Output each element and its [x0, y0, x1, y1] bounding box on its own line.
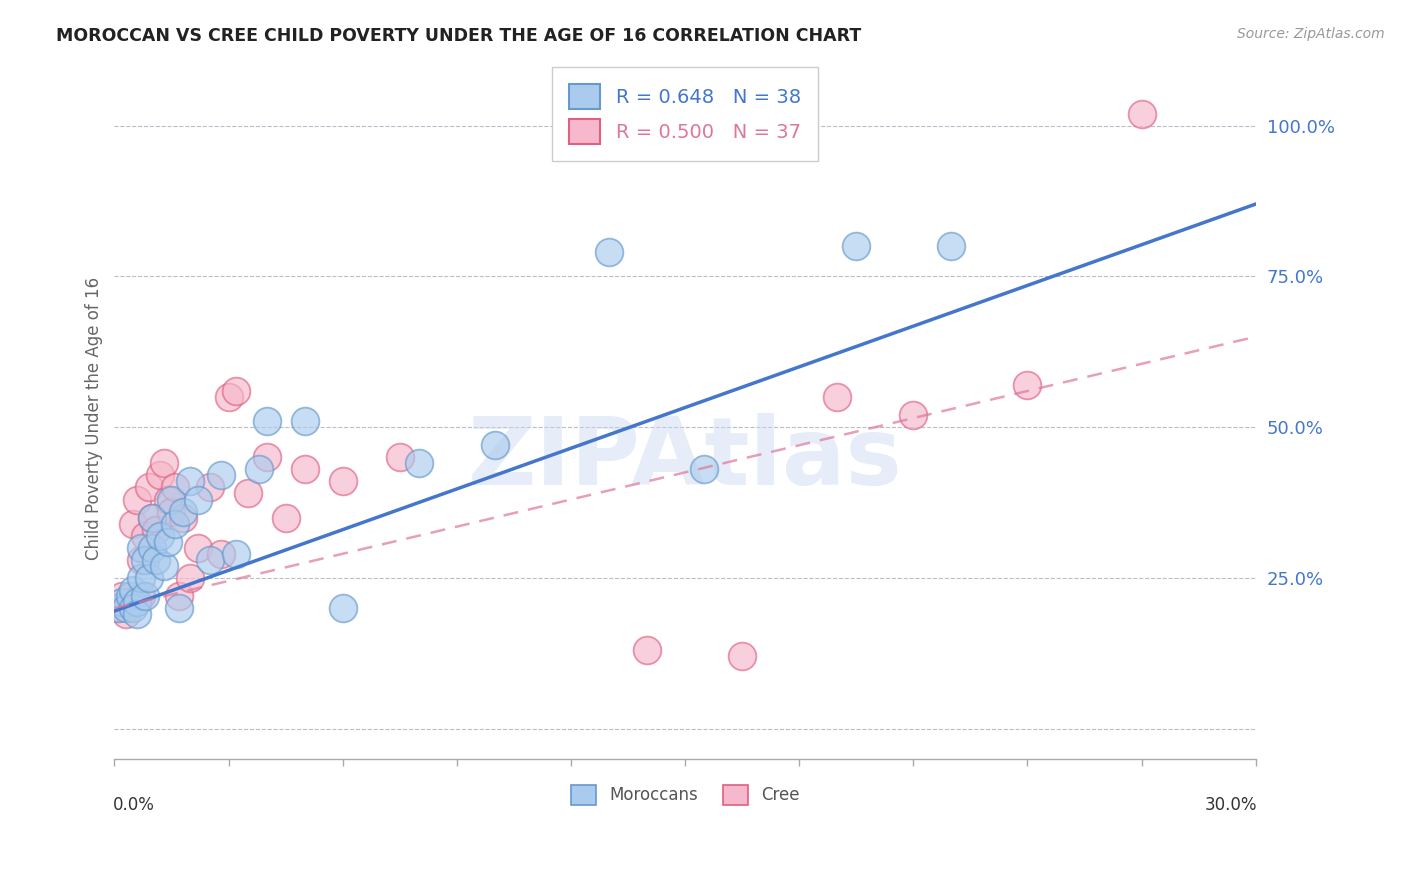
Point	[160, 505, 183, 519]
Point	[114, 607, 136, 621]
Point	[408, 456, 430, 470]
Point	[1130, 106, 1153, 120]
Point	[111, 589, 134, 603]
Point	[484, 438, 506, 452]
Point	[247, 462, 270, 476]
Point	[134, 553, 156, 567]
Text: 0.0%: 0.0%	[114, 797, 155, 814]
Point	[332, 475, 354, 489]
Point	[138, 480, 160, 494]
Point	[129, 541, 152, 555]
Point	[156, 492, 179, 507]
Point	[941, 239, 963, 253]
Point	[153, 558, 176, 573]
Point	[156, 534, 179, 549]
Point	[134, 529, 156, 543]
Point	[145, 523, 167, 537]
Point	[256, 450, 278, 465]
Text: Source: ZipAtlas.com: Source: ZipAtlas.com	[1237, 27, 1385, 41]
Point	[179, 475, 201, 489]
Point	[114, 601, 136, 615]
Point	[127, 607, 149, 621]
Point	[209, 468, 232, 483]
Point	[165, 480, 187, 494]
Point	[731, 649, 754, 664]
Text: ZIPAtlas: ZIPAtlas	[468, 413, 903, 505]
Point	[825, 390, 848, 404]
Y-axis label: Child Poverty Under the Age of 16: Child Poverty Under the Age of 16	[86, 277, 103, 559]
Point	[145, 553, 167, 567]
Point	[1017, 378, 1039, 392]
Point	[845, 239, 868, 253]
Point	[903, 408, 925, 422]
Point	[172, 505, 194, 519]
Point	[127, 595, 149, 609]
Point	[167, 601, 190, 615]
Point	[388, 450, 411, 465]
Point	[187, 541, 209, 555]
Point	[122, 516, 145, 531]
Point	[129, 589, 152, 603]
Point	[256, 414, 278, 428]
Point	[141, 541, 163, 555]
Text: MOROCCAN VS CREE CHILD POVERTY UNDER THE AGE OF 16 CORRELATION CHART: MOROCCAN VS CREE CHILD POVERTY UNDER THE…	[56, 27, 862, 45]
Point	[294, 414, 316, 428]
Point	[107, 601, 129, 615]
Point	[598, 245, 620, 260]
Point	[149, 468, 172, 483]
Point	[134, 589, 156, 603]
Point	[107, 601, 129, 615]
Point	[153, 456, 176, 470]
Point	[149, 529, 172, 543]
Point	[198, 553, 221, 567]
Text: 30.0%: 30.0%	[1205, 797, 1257, 814]
Point	[172, 510, 194, 524]
Point	[160, 492, 183, 507]
Point	[141, 510, 163, 524]
Point	[129, 571, 152, 585]
Point	[141, 510, 163, 524]
Point	[198, 480, 221, 494]
Legend: Moroccans, Cree: Moroccans, Cree	[564, 778, 806, 812]
Point	[111, 595, 134, 609]
Point	[332, 601, 354, 615]
Point	[218, 390, 240, 404]
Point	[127, 492, 149, 507]
Point	[294, 462, 316, 476]
Point	[225, 384, 247, 398]
Point	[236, 486, 259, 500]
Point	[165, 516, 187, 531]
Point	[693, 462, 716, 476]
Point	[122, 582, 145, 597]
Point	[209, 547, 232, 561]
Point	[118, 595, 141, 609]
Point	[636, 643, 658, 657]
Point	[167, 589, 190, 603]
Point	[274, 510, 297, 524]
Point	[225, 547, 247, 561]
Point	[138, 571, 160, 585]
Point	[118, 589, 141, 603]
Point	[187, 492, 209, 507]
Point	[122, 601, 145, 615]
Point	[179, 571, 201, 585]
Point	[129, 553, 152, 567]
